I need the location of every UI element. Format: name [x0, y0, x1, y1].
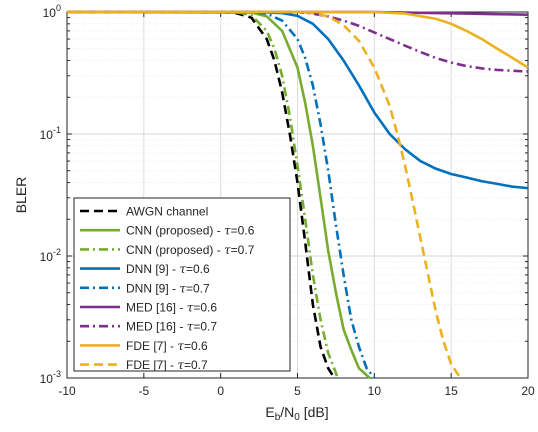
- y-tick-label: 100: [43, 3, 61, 20]
- y-tick-label: 10-2: [40, 247, 61, 264]
- legend-label: FDE [7] - τ=0.6: [126, 339, 208, 353]
- series-line: [67, 10, 462, 379]
- x-axis-label: Eb/N0 [dB]: [265, 404, 328, 423]
- y-axis-label: BLER: [13, 177, 29, 214]
- legend-label: MED [16] - τ=0.7: [126, 320, 217, 334]
- x-tick-label: 20: [521, 384, 535, 398]
- x-tick-label: 15: [444, 384, 458, 398]
- legend-box: [73, 197, 291, 372]
- y-tick-label: 10-3: [40, 369, 61, 386]
- series-line: [67, 10, 376, 379]
- series-line: [67, 10, 529, 73]
- legend-label: CNN (proposed) - τ=0.6: [126, 224, 255, 238]
- legend-label: DNN [9] - τ=0.7: [126, 281, 210, 295]
- series-line: [67, 10, 529, 190]
- legend-label: AWGN channel: [126, 205, 208, 219]
- y-tick-label: 10-1: [40, 125, 61, 142]
- legend-label: FDE [7] - τ=0.7: [126, 358, 208, 372]
- legend-label: DNN [9] - τ=0.6: [126, 262, 210, 276]
- series-line: [67, 10, 529, 69]
- y-tick-labels: 100 10-1 10-2 10-3: [40, 3, 61, 386]
- x-tick-label: 10: [368, 384, 382, 398]
- x-tick-label: -5: [138, 384, 149, 398]
- x-tick-labels: -10 -5 0 5 10 15 20: [58, 384, 535, 398]
- x-tick-label: 5: [294, 384, 301, 398]
- series-line: [66, 10, 371, 379]
- legend: AWGN channel CNN (proposed) - τ=0.6 CNN (p…: [73, 197, 291, 372]
- x-tick-label: 0: [217, 384, 224, 398]
- series-lines: [66, 10, 529, 379]
- legend-label: MED [16] - τ=0.6: [126, 301, 217, 315]
- x-tick-label: -10: [58, 384, 76, 398]
- legend-label: CNN (proposed) - τ=0.7: [126, 243, 255, 257]
